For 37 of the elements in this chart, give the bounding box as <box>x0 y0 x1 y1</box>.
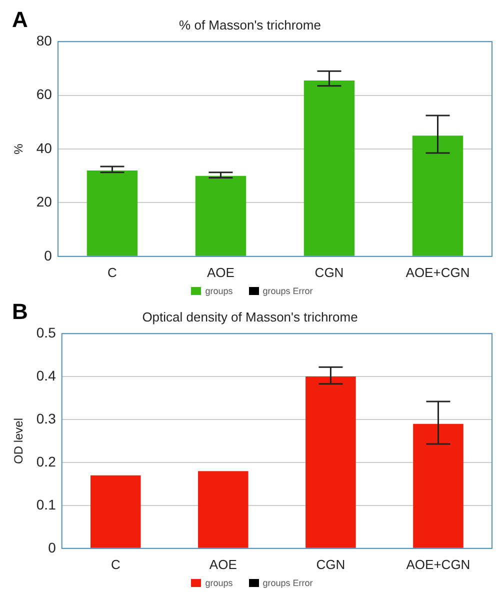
text: groups Error <box>262 578 313 588</box>
legend-label: groups <box>204 578 233 588</box>
y-tick-label: 80 <box>36 32 52 48</box>
bar <box>306 376 356 548</box>
y-axis-title: OD level <box>12 418 26 464</box>
x-tick-label: AOE+CGN <box>406 264 470 280</box>
y-tick-label: 20 <box>36 194 52 210</box>
bar <box>413 424 464 548</box>
bar <box>195 176 246 256</box>
y-tick-label: 0.4 <box>36 367 56 384</box>
y-tick-label: 40 <box>36 140 52 156</box>
y-tick-label: 0 <box>48 539 56 556</box>
bar <box>90 475 141 548</box>
x-tick-label: C <box>108 264 117 280</box>
y-axis-title: % <box>12 143 26 154</box>
y-tick-label: 0.2 <box>36 453 56 470</box>
y-tick-label: 0.5 <box>36 324 56 340</box>
text: A <box>12 7 28 32</box>
y-tick-label: 60 <box>36 86 52 102</box>
x-tick-label: CGN <box>316 556 346 572</box>
y-tick-label: 0 <box>44 247 52 264</box>
text: groups Error <box>262 286 313 296</box>
y-tick-label: 0.1 <box>36 496 56 512</box>
bar <box>198 471 248 548</box>
bar <box>412 136 464 256</box>
x-tick-label: AOE <box>209 556 238 572</box>
bar <box>304 80 355 256</box>
x-tick-label: CGN <box>314 264 344 280</box>
bar <box>86 170 138 256</box>
x-tick-label: AOE <box>207 264 235 280</box>
text: B <box>12 299 28 324</box>
chart-title: % of Masson's trichrome <box>179 17 321 32</box>
chart-title: Optical density of Masson's trichrome <box>142 309 358 324</box>
y-tick-label: 0.3 <box>36 410 56 426</box>
legend-label: groups <box>204 286 233 296</box>
x-tick-label: C <box>110 556 120 572</box>
x-tick-label: AOE+CGN <box>406 556 470 572</box>
